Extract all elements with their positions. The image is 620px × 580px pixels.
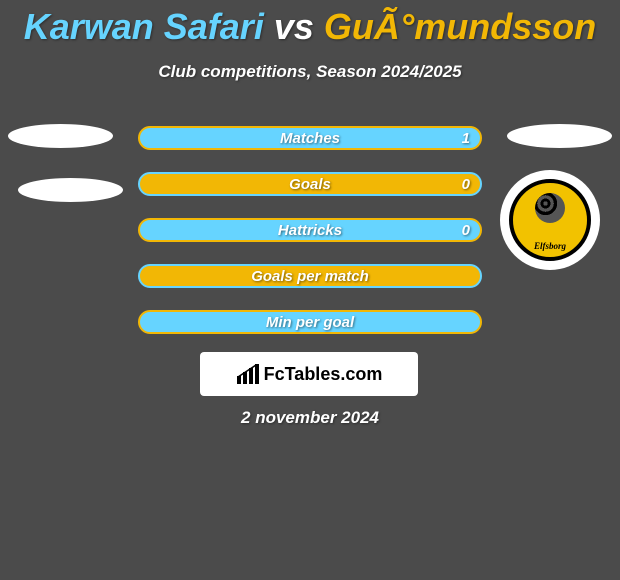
watermark: FcTables.com <box>200 352 418 396</box>
title-player-right: GuÃ°mundsson <box>324 6 596 47</box>
page-title: Karwan Safari vs GuÃ°mundsson <box>0 6 620 48</box>
stat-label: Min per goal <box>266 314 354 331</box>
subtitle: Club competitions, Season 2024/2025 <box>0 62 620 82</box>
stat-rows: Matches 1 Goals 0 Hattricks 0 Goals per … <box>138 126 482 356</box>
avatar-left-ellipse-2 <box>18 178 123 202</box>
stat-row-min-per-goal: Min per goal <box>138 310 482 334</box>
title-player-left: Karwan Safari <box>24 6 264 47</box>
date-text: 2 november 2024 <box>0 408 620 428</box>
stat-label: Hattricks <box>278 222 342 239</box>
club-badge-text: Elfsborg <box>534 241 566 251</box>
stat-label: Goals per match <box>251 268 369 285</box>
stat-row-matches: Matches 1 <box>138 126 482 150</box>
watermark-text: FcTables.com <box>264 364 383 385</box>
club-badge: Elfsborg <box>500 170 600 270</box>
watermark-bars-icon <box>236 364 260 384</box>
stat-row-goals: Goals 0 <box>138 172 482 196</box>
club-badge-ball-icon <box>535 193 565 223</box>
avatar-left-ellipse-1 <box>8 124 113 148</box>
club-badge-inner: Elfsborg <box>509 179 591 261</box>
stat-row-goals-per-match: Goals per match <box>138 264 482 288</box>
stat-right-value: 1 <box>462 130 470 147</box>
title-vs: vs <box>264 6 324 47</box>
stat-label: Goals <box>289 176 331 193</box>
stat-label: Matches <box>280 130 340 147</box>
stat-right-value: 0 <box>462 176 470 193</box>
avatar-right-ellipse-1 <box>507 124 612 148</box>
stat-right-value: 0 <box>462 222 470 239</box>
stat-row-hattricks: Hattricks 0 <box>138 218 482 242</box>
